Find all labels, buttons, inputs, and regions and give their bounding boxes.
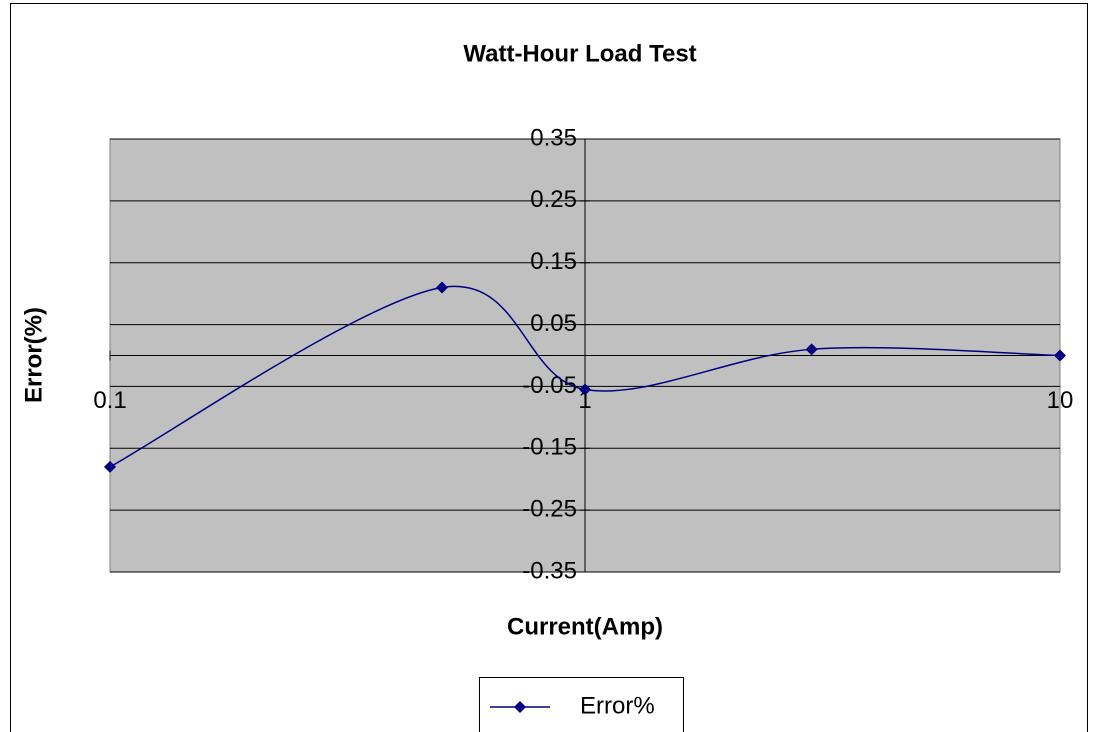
chart-title: Watt-Hour Load Test bbox=[463, 40, 696, 67]
marker bbox=[805, 343, 818, 356]
y-axis-label: Error(%) bbox=[20, 307, 47, 403]
y-tick-label: 0.35 bbox=[530, 124, 577, 151]
y-tick-label: -0.05 bbox=[522, 372, 577, 399]
marker bbox=[436, 281, 449, 294]
y-tick-label: -0.35 bbox=[522, 557, 577, 584]
marker bbox=[579, 383, 591, 396]
y-tick-label: 0.25 bbox=[530, 186, 577, 213]
legend-marker bbox=[514, 701, 526, 713]
marker bbox=[104, 460, 116, 473]
y-tick-label: -0.15 bbox=[522, 434, 577, 461]
marker bbox=[1054, 349, 1066, 362]
legend bbox=[479, 677, 684, 732]
x-axis-label: Current(Amp) bbox=[507, 613, 663, 640]
legend-label: Error% bbox=[580, 692, 655, 719]
x-tick-label: 10 bbox=[1047, 387, 1074, 414]
x-tick-label: 0.1 bbox=[93, 387, 126, 414]
y-tick-label: 0.05 bbox=[530, 310, 577, 337]
y-tick-label: 0.15 bbox=[530, 248, 577, 275]
y-tick-label: -0.25 bbox=[522, 495, 577, 522]
series-line bbox=[109, 285, 1061, 468]
x-tick-label: 1 bbox=[578, 387, 591, 414]
